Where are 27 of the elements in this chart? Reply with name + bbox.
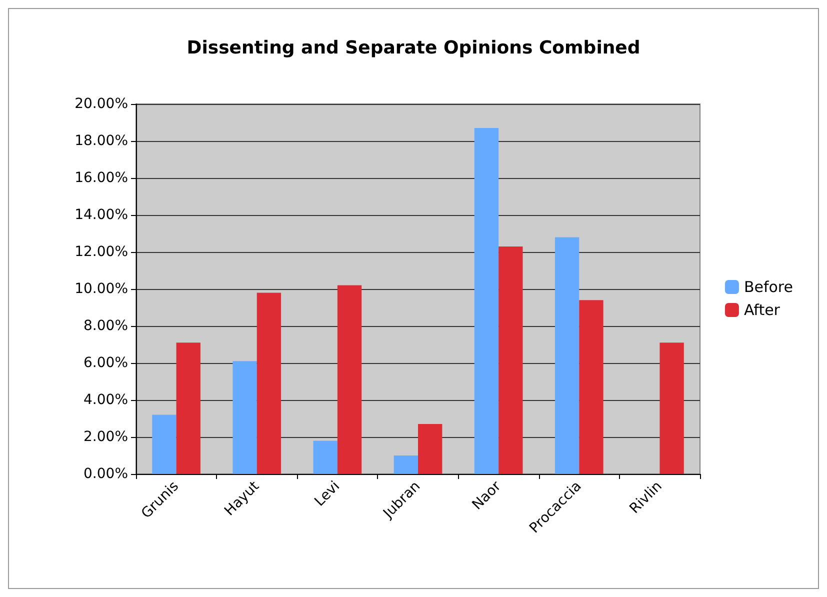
y-tick-label: 16.00% (74, 170, 128, 186)
bar (232, 361, 257, 474)
y-tick-label: 12.00% (74, 244, 128, 260)
y-tick-label: 6.00% (84, 355, 128, 371)
legend-label: After (744, 301, 781, 319)
y-tick-label: 14.00% (74, 207, 128, 223)
bar (337, 285, 362, 474)
bar (474, 128, 499, 474)
y-tick-label: 2.00% (84, 429, 128, 445)
y-tick-label: 18.00% (74, 133, 128, 149)
y-tick-label: 10.00% (74, 281, 128, 297)
y-tick-label: 20.00% (74, 96, 128, 112)
y-tick-label: 0.00% (84, 466, 128, 482)
bar (579, 300, 604, 474)
bar (394, 456, 418, 474)
bar (660, 342, 684, 474)
bar (498, 246, 523, 474)
y-tick-label: 8.00% (84, 318, 128, 334)
y-tick-label: 4.00% (84, 392, 128, 408)
bar (418, 424, 442, 474)
bar (554, 237, 580, 474)
chart-title: Dissenting and Separate Opinions Combined (186, 38, 640, 58)
bar (152, 414, 176, 474)
bar (256, 292, 282, 474)
bar (313, 440, 338, 474)
legend-label: Before (744, 278, 794, 296)
bar (176, 342, 200, 474)
